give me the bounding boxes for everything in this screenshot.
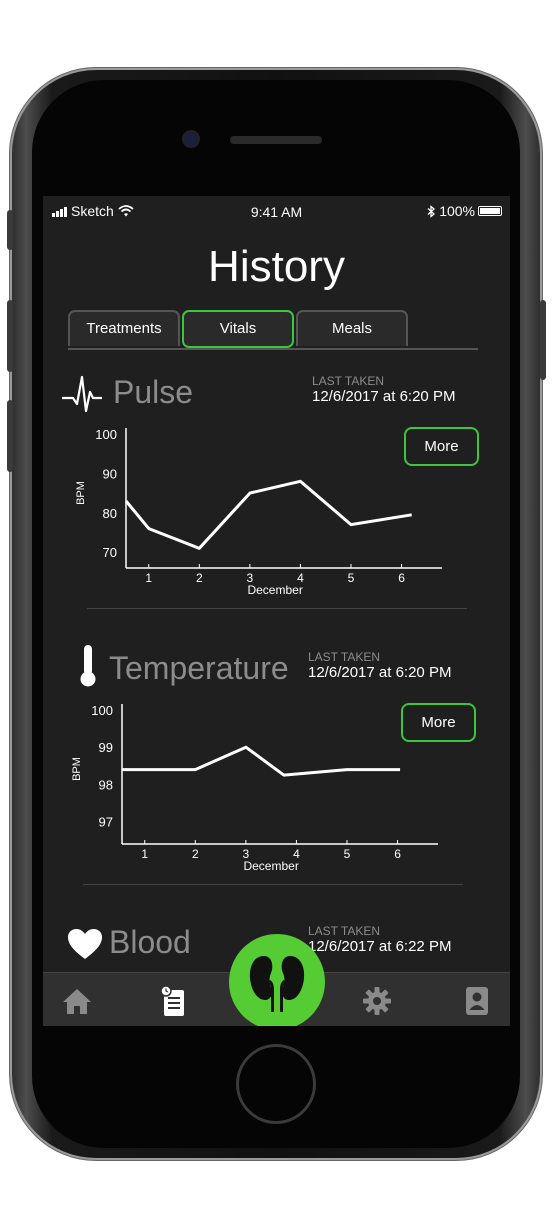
series-line <box>122 745 401 777</box>
status-time: 9:41 AM <box>250 204 303 220</box>
temperature-title: Temperature <box>109 650 289 686</box>
pulse-section: Pulse LAST TAKEN 12/6/2017 at 6:20 PM Mo… <box>43 366 510 616</box>
last-taken-value: 12/6/2017 at 6:20 PM <box>308 664 452 681</box>
mute-switch <box>7 210 13 250</box>
x-tick-label: 5 <box>344 847 351 861</box>
x-axis-label: December <box>247 583 302 597</box>
temperature-section: Temperature LAST TAKEN 12/6/2017 at 6:20… <box>43 642 510 892</box>
pulse-title: Pulse <box>113 374 194 410</box>
volume-up-button <box>7 300 13 372</box>
front-camera <box>184 132 198 146</box>
heart-icon <box>68 929 102 959</box>
tab-strip: Treatments Vitals Meals <box>68 310 478 350</box>
app-screen: Sketch 9:41 AM 100% History Treatments V… <box>43 196 510 1026</box>
wifi-icon <box>118 205 134 217</box>
pulse-chart: 70 80 90 100 1 2 3 4 5 6 December BPM <box>75 427 442 597</box>
signal-icon <box>52 206 67 217</box>
volume-down-button <box>7 400 13 472</box>
x-tick-label: 6 <box>398 571 405 585</box>
battery-icon <box>478 206 502 216</box>
tab-vitals[interactable]: Vitals <box>182 310 294 348</box>
section-divider <box>83 884 463 885</box>
y-axis-label: BPM <box>75 481 87 505</box>
last-taken-value: 12/6/2017 at 6:20 PM <box>312 388 456 405</box>
thermometer-icon <box>80 645 96 687</box>
history-icon <box>160 985 184 1016</box>
home-button[interactable] <box>236 1044 316 1124</box>
contacts-tab[interactable] <box>461 985 493 1017</box>
x-tick-label: 2 <box>192 847 199 861</box>
tab-meals[interactable]: Meals <box>296 310 408 346</box>
last-taken-label: LAST TAKEN <box>308 650 381 664</box>
x-tick-label: 4 <box>293 847 300 861</box>
y-axis-label: BPM <box>71 757 83 781</box>
temperature-chart: 97 98 99 100 1 2 3 4 5 6 December BPM <box>71 703 438 873</box>
page-title: History <box>208 242 345 291</box>
kidney-button[interactable] <box>229 934 325 1026</box>
x-tick-label: 1 <box>141 847 148 861</box>
settings-tab[interactable] <box>361 985 393 1017</box>
y-tick-label: 99 <box>99 740 113 755</box>
blood-section: Blood LAST TAKEN 12/6/2017 at 6:22 PM <box>43 916 510 976</box>
y-tick-label: 100 <box>95 427 117 442</box>
x-tick-label: 5 <box>348 571 355 585</box>
pulse-more-button[interactable]: More <box>404 427 479 466</box>
y-tick-label: 80 <box>103 506 117 521</box>
contacts-icon <box>466 987 488 1015</box>
history-tab[interactable] <box>157 985 189 1017</box>
x-tick-label: 3 <box>247 571 254 585</box>
kidney-icon <box>249 956 305 1012</box>
blood-last-taken: LAST TAKEN 12/6/2017 at 6:22 PM <box>308 924 451 955</box>
y-tick-label: 98 <box>99 777 113 792</box>
earpiece-speaker <box>230 136 322 144</box>
y-tick-label: 70 <box>103 545 117 560</box>
last-taken-label: LAST TAKEN <box>312 374 385 388</box>
section-divider <box>87 608 467 609</box>
x-axis-label: December <box>243 859 298 873</box>
home-icon <box>63 989 91 1014</box>
x-tick-label: 6 <box>394 847 401 861</box>
temperature-last-taken: LAST TAKEN 12/6/2017 at 6:20 PM <box>308 650 451 681</box>
blood-title: Blood <box>109 924 191 960</box>
series-line <box>124 479 412 550</box>
power-button <box>540 300 546 380</box>
last-taken-value: 12/6/2017 at 6:22 PM <box>308 938 452 955</box>
heartbeat-icon <box>62 375 102 413</box>
last-taken-label: LAST TAKEN <box>308 924 381 938</box>
y-tick-label: 97 <box>99 815 113 830</box>
x-tick-label: 4 <box>297 571 304 585</box>
status-bar: Sketch 9:41 AM 100% <box>43 196 510 226</box>
x-tick-label: 1 <box>145 571 152 585</box>
x-tick-label: 2 <box>196 571 203 585</box>
tab-treatments[interactable]: Treatments <box>68 310 180 346</box>
pulse-last-taken: LAST TAKEN 12/6/2017 at 6:20 PM <box>312 374 455 405</box>
home-tab[interactable] <box>61 985 93 1017</box>
y-tick-label: 90 <box>103 466 117 481</box>
x-tick-label: 3 <box>243 847 250 861</box>
temperature-more-button[interactable]: More <box>401 703 476 742</box>
battery-percent: 100% <box>439 203 475 219</box>
y-tick-label: 100 <box>91 703 113 718</box>
gear-icon <box>363 987 391 1015</box>
carrier-name: Sketch <box>71 203 114 219</box>
bluetooth-icon <box>427 204 436 218</box>
